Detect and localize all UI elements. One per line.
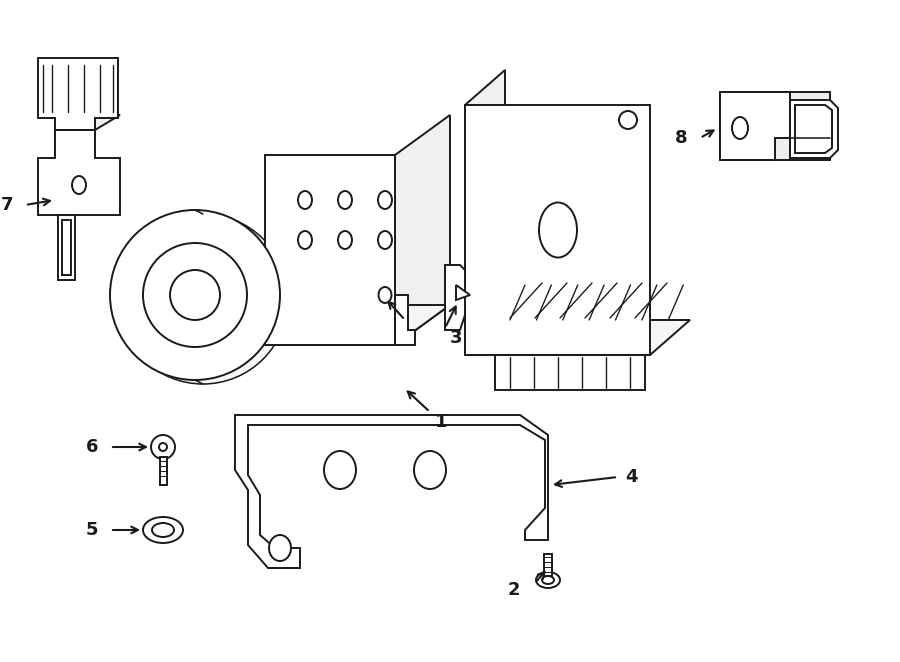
Polygon shape [395,115,450,345]
Ellipse shape [414,451,446,489]
Text: 7: 7 [1,196,13,214]
Polygon shape [235,415,548,568]
Text: 3: 3 [450,329,463,347]
Circle shape [159,443,167,451]
Polygon shape [465,70,505,355]
Ellipse shape [298,191,312,209]
Polygon shape [495,355,645,390]
Polygon shape [58,215,75,280]
Polygon shape [395,295,415,345]
Circle shape [151,435,175,459]
Ellipse shape [338,231,352,249]
Ellipse shape [72,176,86,194]
Circle shape [110,210,280,380]
Polygon shape [544,554,552,576]
Ellipse shape [152,523,174,537]
Text: 5: 5 [86,521,98,539]
Ellipse shape [542,576,554,584]
Ellipse shape [378,191,392,209]
Polygon shape [159,457,166,485]
Text: 8: 8 [675,129,688,147]
Text: 4: 4 [625,468,637,486]
Ellipse shape [536,572,560,588]
Polygon shape [465,105,650,355]
Ellipse shape [143,517,183,543]
Text: 2: 2 [508,581,520,599]
Ellipse shape [379,287,392,303]
Polygon shape [720,92,790,160]
Polygon shape [38,130,120,215]
Ellipse shape [269,535,291,561]
Circle shape [143,243,247,347]
Ellipse shape [539,203,577,258]
Ellipse shape [732,117,748,139]
Polygon shape [55,115,120,130]
Polygon shape [265,155,395,345]
Ellipse shape [378,231,392,249]
Text: 6: 6 [86,438,98,456]
Polygon shape [265,305,450,345]
Polygon shape [790,100,838,158]
Ellipse shape [324,451,356,489]
Polygon shape [795,105,832,153]
Polygon shape [465,320,690,355]
Circle shape [619,111,637,129]
Ellipse shape [338,191,352,209]
Polygon shape [62,220,71,275]
Circle shape [118,214,288,384]
Circle shape [170,270,220,320]
Polygon shape [445,265,465,330]
Polygon shape [720,92,790,160]
Ellipse shape [298,231,312,249]
Polygon shape [38,58,118,130]
Polygon shape [775,92,830,160]
Text: 1: 1 [435,413,447,431]
Polygon shape [456,285,470,300]
